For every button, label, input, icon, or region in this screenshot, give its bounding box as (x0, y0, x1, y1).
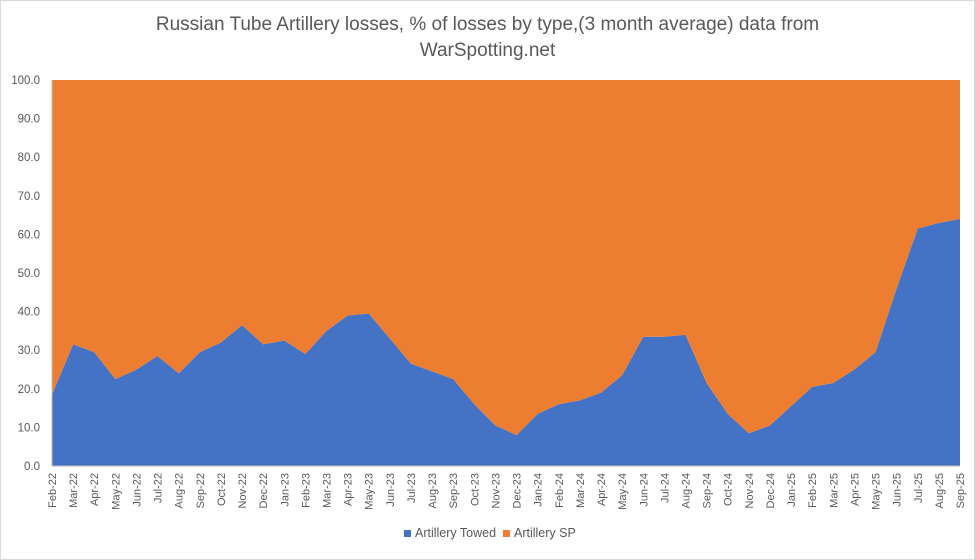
x-tick-label: Dec-24 (765, 473, 777, 508)
x-tick-label: Jul-23 (406, 473, 418, 503)
x-tick-label: May-22 (110, 473, 122, 510)
x-tick-label: Apr-24 (596, 473, 608, 506)
x-tick-label: Jul-25 (913, 473, 925, 503)
y-tick-label: 30.0 (18, 345, 40, 357)
legend-swatch-towed (404, 530, 411, 537)
x-tick-label: Aug-25 (934, 473, 946, 508)
y-tick-label: 80.0 (18, 152, 40, 164)
chart-title-line-1: Russian Tube Artillery losses, % of loss… (155, 14, 820, 35)
x-tick-label: Apr-25 (849, 473, 861, 506)
x-tick-label: Apr-23 (343, 473, 355, 506)
y-tick-label: 50.0 (18, 268, 40, 280)
x-tick-label: Jun-24 (638, 473, 650, 507)
area-series-artillery-sp (52, 80, 960, 436)
x-tick-label: May-24 (617, 473, 629, 510)
legend-swatch-sp (503, 530, 510, 537)
x-tick-label: Dec-23 (512, 473, 524, 508)
y-tick-label: 100.0 (11, 75, 40, 87)
x-tick-label: Jan-25 (786, 473, 798, 507)
x-tick-label: Mar-24 (575, 473, 587, 508)
x-tick-label: Jan-24 (533, 473, 545, 507)
x-tick-label: Feb-22 (47, 473, 59, 508)
chart-title: Russian Tube Artillery losses, % of loss… (0, 12, 975, 64)
x-tick-label: Apr-22 (89, 473, 101, 506)
x-tick-label: Nov-24 (744, 473, 756, 508)
x-tick-label: Jul-24 (659, 473, 671, 503)
x-tick-label: Mar-25 (828, 473, 840, 508)
y-tick-label: 0.0 (24, 461, 40, 473)
x-tick-label: Nov-22 (237, 473, 249, 508)
y-tick-label: 70.0 (18, 191, 40, 203)
area-series-artillery-towed (52, 218, 960, 466)
x-tick-label: Jun-23 (385, 473, 397, 507)
y-tick-label: 90.0 (18, 114, 40, 126)
x-tick-label: Jun-22 (131, 473, 143, 507)
chart-title-line-2: WarSpotting.net (419, 40, 556, 61)
x-tick-label: Sep-22 (195, 473, 207, 508)
x-tick-label: May-23 (364, 473, 376, 510)
x-tick-label: Feb-23 (300, 473, 312, 508)
x-tick-label: Jul-22 (153, 473, 165, 503)
y-tick-label: 10.0 (18, 422, 40, 434)
x-tick-label: Feb-25 (807, 473, 819, 508)
x-tick-label: Sep-24 (702, 473, 714, 508)
legend-label-towed: Artillery Towed (415, 526, 496, 540)
x-tick-label: Aug-22 (174, 473, 186, 508)
legend-label-sp: Artillery SP (514, 526, 576, 540)
x-tick-label: May-25 (871, 473, 883, 510)
x-tick-label: Sep-23 (448, 473, 460, 508)
y-tick-label: 20.0 (18, 384, 40, 396)
x-tick-label: Aug-23 (427, 473, 439, 508)
x-tick-label: Aug-24 (680, 473, 692, 508)
x-tick-label: Dec-22 (258, 473, 270, 508)
x-tick-label: Oct-22 (216, 473, 228, 506)
y-tick-label: 40.0 (18, 307, 40, 319)
x-tick-label: Mar-22 (68, 473, 80, 508)
x-tick-label: Sep-25 (955, 473, 967, 508)
x-tick-label: Jun-25 (892, 473, 904, 507)
y-tick-label: 60.0 (18, 229, 40, 241)
x-tick-label: Oct-24 (723, 473, 735, 506)
x-tick-label: Nov-23 (490, 473, 502, 508)
chart-legend: Artillery Towed Artillery SP (404, 526, 576, 540)
x-tick-label: Mar-23 (322, 473, 334, 508)
x-tick-label: Oct-23 (469, 473, 481, 506)
x-tick-label: Jan-23 (279, 473, 291, 507)
x-tick-label: Feb-24 (554, 473, 566, 508)
